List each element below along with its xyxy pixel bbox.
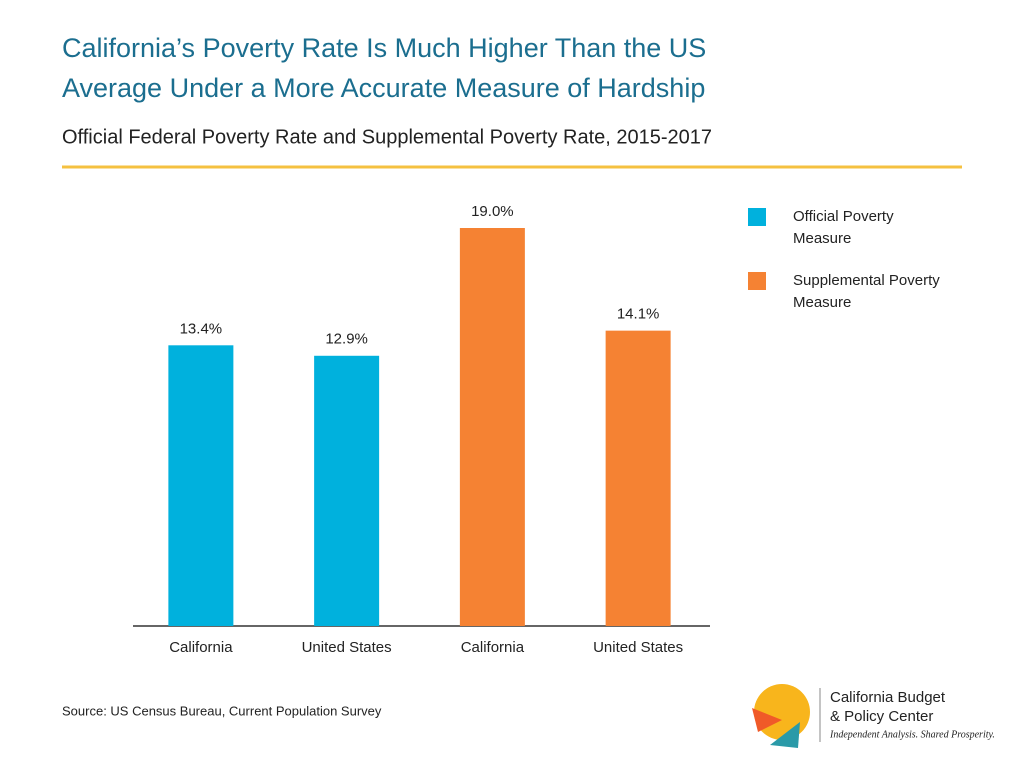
legend-item: Supplemental Poverty Measure (748, 270, 978, 314)
x-tick-label: United States (302, 639, 392, 656)
logo-tagline: Independent Analysis. Shared Prosperity. (829, 729, 995, 740)
chart-title: California’s Poverty Rate Is Much Higher… (62, 33, 706, 63)
logo-shape (770, 722, 800, 748)
logo-text: California Budget (830, 689, 946, 706)
source: Source: US Census Bureau, Current Popula… (62, 703, 382, 718)
legend-swatch (748, 208, 766, 226)
x-tick-label: California (461, 639, 525, 656)
x-tick-label: California (169, 639, 233, 656)
bar (314, 355, 380, 626)
logo-circle (754, 684, 810, 740)
legend-label: Supplemental Poverty Measure (793, 272, 940, 311)
data-label: 12.9% (325, 331, 368, 348)
x-tick-label: United States (593, 639, 683, 656)
legend-label: Official Poverty Measure (793, 208, 894, 247)
legend-swatch (748, 272, 766, 290)
bar (168, 345, 234, 626)
chart-subtitle: Official Federal Poverty Rate and Supple… (62, 126, 712, 148)
legend-item: Official Poverty Measure (748, 206, 978, 250)
data-label: 19.0% (471, 203, 514, 220)
legend: Official Poverty Measure Supplemental Pov… (748, 206, 978, 334)
data-label: 13.4% (180, 320, 223, 337)
logo-shape (752, 708, 782, 732)
chart-title: Average Under a More Accurate Measure of… (62, 73, 705, 103)
data-label: 14.1% (617, 306, 660, 323)
logo: California Budget & Policy Center Indepe… (752, 684, 995, 748)
bar (459, 228, 525, 626)
logo-text: & Policy Center (830, 708, 933, 725)
bar (605, 330, 671, 626)
